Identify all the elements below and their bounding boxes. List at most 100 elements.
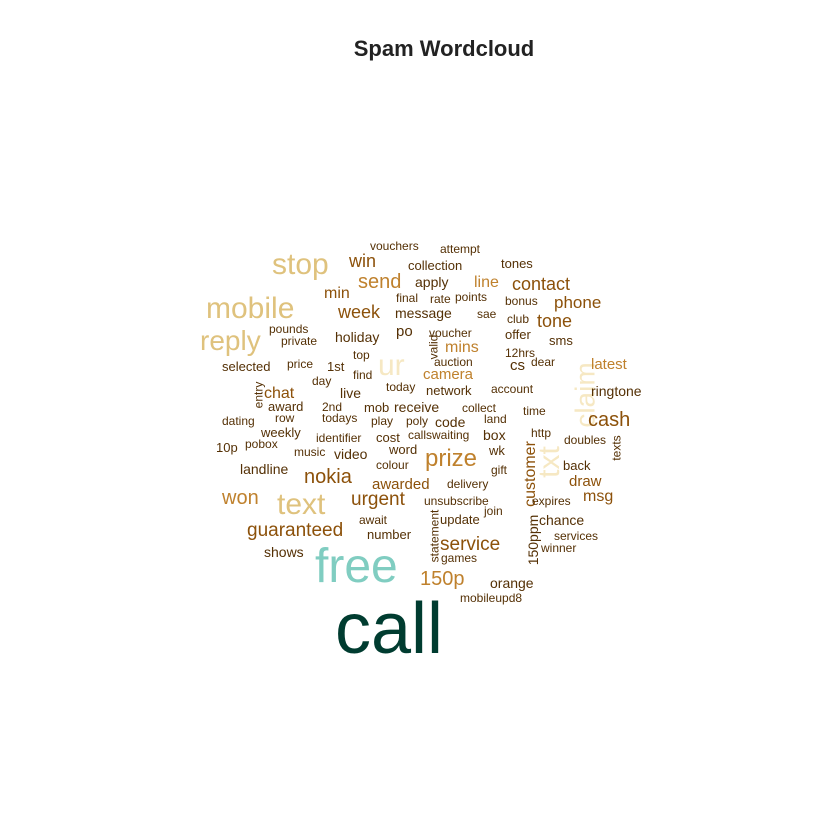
word-bonus: bonus [505, 294, 538, 308]
word-number: number [367, 527, 412, 542]
word-colour: colour [376, 458, 409, 472]
word-shows: shows [264, 544, 304, 560]
word-message: message [395, 305, 452, 321]
word-offer: offer [505, 327, 531, 342]
word-150ppm: 150ppm [525, 515, 541, 566]
word-cs: cs [510, 357, 525, 374]
word-latest: latest [591, 356, 628, 373]
word-mobileupd8: mobileupd8 [460, 591, 522, 605]
word-live: live [340, 385, 361, 401]
word-back: back [563, 458, 591, 473]
word-po: po [396, 323, 413, 340]
word-ringtone: ringtone [591, 383, 642, 399]
word-win: win [348, 251, 376, 271]
word-week: week [337, 302, 381, 322]
word-identifier: identifier [316, 431, 361, 445]
word-land: land [484, 412, 507, 426]
word-top: top [353, 348, 370, 362]
word-account: account [491, 382, 534, 396]
word-customer: customer [522, 440, 539, 506]
word-texts: texts [610, 435, 624, 460]
word-call: call [335, 589, 443, 669]
word-doubles: doubles [564, 433, 606, 447]
word-wk: wk [488, 443, 505, 458]
word-day: day [312, 374, 331, 388]
word-receive: receive [394, 399, 439, 415]
word-10p: 10p [216, 440, 238, 455]
word-phone: phone [554, 293, 601, 312]
word-150p: 150p [420, 568, 465, 590]
word-update: update [440, 512, 480, 527]
word-awarded: awarded [372, 476, 430, 493]
word-guaranteed: guaranteed [247, 520, 343, 541]
word-vouchers: vouchers [370, 239, 419, 253]
word-contact: contact [512, 274, 570, 294]
word-todays: todays [322, 411, 357, 425]
word-1st: 1st [327, 359, 345, 374]
word-unsubscribe: unsubscribe [424, 494, 489, 508]
word-apply: apply [415, 274, 448, 290]
word-video: video [334, 446, 368, 462]
word-pounds: pounds [269, 322, 308, 336]
word-statement: statement [428, 509, 442, 562]
word-free: free [315, 540, 398, 593]
word-nokia: nokia [304, 466, 353, 488]
word-auction: auction [434, 355, 473, 369]
word-voucher: voucher [429, 326, 472, 340]
word-calls: calls [408, 428, 432, 442]
word-dating: dating [222, 414, 255, 428]
word-holiday: holiday [335, 329, 379, 345]
word-winner: winner [540, 541, 576, 555]
word-row: row [275, 411, 295, 425]
word-chat: chat [264, 385, 295, 402]
word-cash: cash [588, 409, 630, 431]
word-weekly: weekly [260, 425, 301, 440]
word-private: private [281, 334, 317, 348]
word-valid: valid [427, 335, 441, 360]
word-services: services [554, 529, 598, 543]
word-12hrs: 12hrs [505, 346, 535, 360]
word-find: find [353, 368, 372, 382]
word-sms: sms [549, 333, 573, 348]
word-waiting: waiting [431, 428, 469, 442]
word-2nd: 2nd [322, 400, 342, 414]
word-delivery: delivery [447, 477, 488, 491]
word-club: club [507, 312, 529, 326]
word-cost: cost [376, 430, 400, 445]
word-rate: rate [430, 292, 451, 306]
chart-title: Spam Wordcloud [353, 36, 535, 61]
word-mins: mins [445, 339, 479, 356]
word-play: play [371, 414, 393, 428]
word-dear: dear [531, 355, 555, 369]
word-send: send [358, 271, 401, 293]
word-service: service [440, 534, 500, 555]
word-network: network [426, 383, 472, 398]
word-msg: msg [583, 488, 613, 505]
word-draw: draw [569, 473, 602, 490]
word-price: price [287, 357, 313, 371]
word-sae: sae [477, 307, 497, 321]
word-poly: poly [406, 414, 428, 428]
word-collect: collect [462, 401, 497, 415]
word-today: today [386, 380, 415, 394]
word-txt: txt [533, 446, 566, 478]
word-box: box [483, 427, 506, 443]
word-min: min [324, 285, 350, 302]
word-attempt: attempt [440, 242, 481, 256]
word-won: won [221, 487, 259, 509]
word-orange: orange [490, 575, 534, 591]
word-mob: mob [364, 400, 389, 415]
word-gift: gift [491, 463, 508, 477]
word-ur: ur [378, 349, 405, 382]
word-pobox: pobox [245, 437, 278, 451]
word-join: join [483, 504, 503, 518]
word-time: time [523, 404, 546, 418]
word-line: line [474, 274, 499, 291]
word-award: award [268, 399, 303, 414]
word-word: word [388, 442, 417, 457]
word-tone: tone [537, 311, 572, 331]
word-collection: collection [408, 258, 462, 273]
word-final: final [396, 291, 418, 305]
word-http: http [531, 426, 551, 440]
